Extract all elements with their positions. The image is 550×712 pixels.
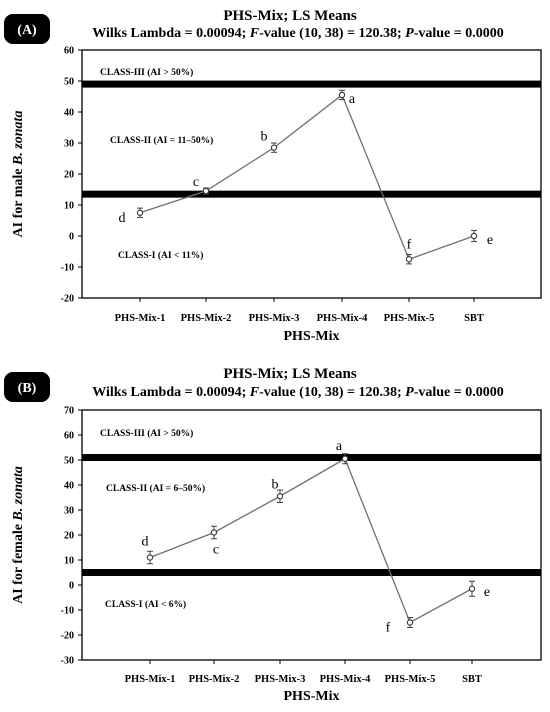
chart-title: PHS-Mix; LS Means — [223, 8, 356, 24]
plot-frame — [81, 409, 542, 661]
y-tick-label: 50 — [64, 456, 74, 467]
data-point — [405, 256, 413, 263]
y-tick-label: -10 — [61, 263, 74, 274]
y-tick-label: 20 — [64, 170, 74, 181]
y-tick-label: 40 — [64, 108, 74, 119]
y-axis-title: AI for male B. zonata — [11, 111, 26, 238]
chart-title: PHS-Mix; LS Means — [223, 366, 356, 382]
data-point — [406, 619, 414, 626]
significance-letter: f — [407, 237, 412, 252]
significance-letter: a — [349, 92, 356, 107]
chart-panel-b: (B) PHS-Mix; LS Means Wilks Lambda = 0.000… — [4, 366, 542, 704]
y-axis-title: AI for female B. zonata — [11, 466, 26, 604]
x-tick-label: PHS-Mix-4 — [317, 313, 368, 324]
data-point — [276, 493, 284, 500]
panel-label: (A) — [17, 23, 37, 38]
chart-subtitle: Wilks Lambda = 0.00094; F-value (10, 38)… — [92, 385, 503, 400]
y-tick-label: 50 — [64, 77, 74, 88]
x-tick-label: PHS-Mix-2 — [181, 313, 232, 324]
x-tick-label: SBT — [462, 674, 482, 685]
significance-letter: a — [336, 439, 343, 454]
panel-label: (B) — [18, 381, 37, 396]
y-tick-label: -30 — [61, 656, 74, 667]
series-line — [139, 93, 475, 261]
chart-panel-a: (A) PHS-Mix; LS Means Wilks Lambda = 0.000… — [4, 8, 542, 344]
class-label: CLASS-II (AI = 11–50%) — [110, 135, 213, 146]
data-point — [470, 232, 478, 240]
y-tick-label: 60 — [64, 46, 74, 57]
panel-label-badge — [4, 14, 50, 44]
significance-letter: f — [386, 621, 391, 636]
significance-letter: d — [142, 535, 149, 550]
significance-letter: e — [487, 233, 493, 248]
panel-label-badge — [4, 372, 50, 402]
x-tick-label: PHS-Mix-4 — [320, 674, 371, 685]
significance-letter: b — [261, 130, 268, 145]
class-boundary-line — [82, 190, 541, 198]
y-tick-label: 0 — [69, 581, 74, 592]
class-boundary-line — [82, 569, 541, 576]
y-tick-label: 0 — [69, 232, 74, 243]
y-tick-label: 40 — [64, 481, 74, 492]
data-point — [146, 554, 154, 561]
data-point — [468, 585, 476, 592]
y-tick-label: -10 — [61, 606, 74, 617]
x-axis-title: PHS-Mix — [284, 329, 340, 344]
y-tick-label: 30 — [64, 139, 74, 150]
y-tick-label: -20 — [61, 631, 74, 642]
significance-letter: d — [119, 211, 126, 226]
x-tick-label: PHS-Mix-2 — [189, 674, 240, 685]
class-label: CLASS-III (AI > 50%) — [100, 67, 193, 78]
x-tick-label: SBT — [464, 313, 484, 324]
data-point — [210, 529, 218, 536]
class-label: CLASS-I (AI < 11%) — [118, 250, 203, 261]
y-tick-label: 20 — [64, 531, 74, 542]
significance-letter: b — [272, 477, 279, 492]
x-tick-label: PHS-Mix-5 — [385, 674, 436, 685]
y-tick-label: 10 — [64, 201, 74, 212]
y-tick-label: 30 — [64, 506, 74, 517]
class-label: CLASS-III (AI > 50%) — [100, 428, 193, 439]
chart-subtitle: Wilks Lambda = 0.00094; F-value (10, 38)… — [92, 26, 503, 41]
data-point — [270, 144, 278, 151]
data-point — [338, 91, 346, 99]
significance-letter: e — [484, 585, 490, 600]
x-tick-label: PHS-Mix-1 — [115, 313, 166, 324]
data-point — [341, 455, 349, 462]
y-tick-label: 70 — [64, 406, 74, 417]
data-point — [136, 209, 144, 216]
significance-letter: c — [213, 543, 219, 558]
y-tick-label: 60 — [64, 431, 74, 442]
class-boundary-line — [82, 80, 541, 88]
x-tick-label: PHS-Mix-1 — [125, 674, 176, 685]
x-tick-label: PHS-Mix-3 — [255, 674, 306, 685]
class-label: CLASS-II (AI = 6–50%) — [106, 483, 205, 494]
class-boundary-line — [82, 454, 541, 461]
data-point — [202, 187, 210, 195]
x-tick-label: PHS-Mix-3 — [249, 313, 300, 324]
class-label: CLASS-I (AI < 6%) — [105, 599, 186, 610]
y-tick-label: 10 — [64, 556, 74, 567]
significance-letter: c — [193, 175, 199, 190]
x-axis-title: PHS-Mix — [284, 689, 340, 704]
y-tick-label: -20 — [61, 294, 74, 305]
series-line — [149, 457, 473, 624]
x-tick-label: PHS-Mix-5 — [384, 313, 435, 324]
